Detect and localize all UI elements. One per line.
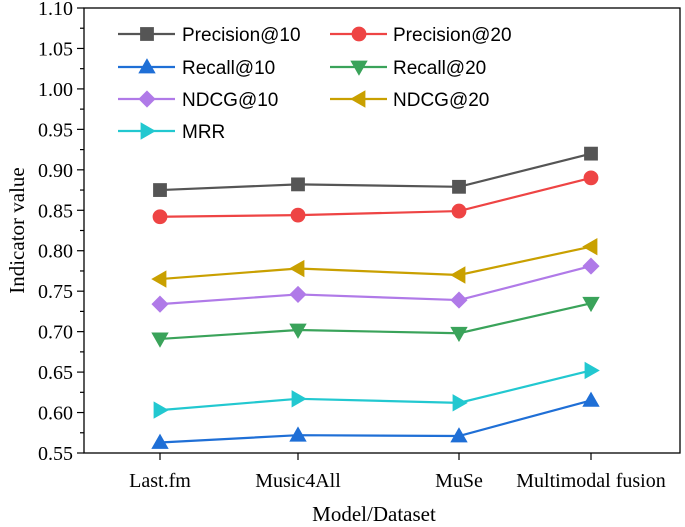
x-tick-label: Music4All [255,470,341,492]
series-line [159,245,592,281]
legend-marker [350,60,368,76]
series-precision-20 [152,170,599,225]
series-recall-10 [151,391,600,449]
series-line [159,176,592,218]
data-point [582,237,598,256]
data-point [289,323,307,339]
data-point [153,401,169,419]
legend-marker [138,58,156,74]
data-point [151,332,169,348]
series-precision-10 [153,146,598,197]
legend-label: Recall@20 [393,58,486,79]
data-point [291,177,305,192]
data-point [584,361,600,380]
legend-label: Recall@10 [182,58,275,79]
data-point [151,270,167,288]
y-tick-label: 1.10 [38,0,73,20]
legend-item: NDCG@20 [330,90,489,111]
legend-item: Precision@10 [118,25,301,46]
data-point [583,170,599,186]
data-point [152,209,168,225]
y-axis-title: Indicator value [5,167,29,294]
data-point [582,391,600,407]
legend-marker [140,122,156,140]
legend-marker [350,90,366,108]
data-point [289,259,305,278]
legend-marker [138,90,156,108]
data-point [452,179,466,194]
series-layer [151,146,600,449]
data-point [450,427,468,443]
y-tick-label: 0.75 [38,281,73,303]
y-tick-label: 1.00 [38,79,73,101]
y-tick-label: 0.70 [38,322,73,344]
data-point [450,266,466,284]
series-line [159,399,592,444]
y-tick-label: 0.90 [38,160,73,182]
y-tick-label: 0.65 [38,362,73,384]
legend-label: NDCG@20 [393,90,489,111]
data-point [289,426,307,442]
plot-frame [83,7,681,454]
y-tick-label: 1.05 [38,38,73,60]
legend-label: Precision@20 [393,25,512,46]
legend-label: Precision@10 [182,25,301,46]
series-line [159,152,592,192]
data-point [584,146,598,161]
series-ndcg-20 [151,237,598,288]
x-axis: Last.fm Music4All MuSe Multimodal fusion [129,453,666,492]
legend-marker [351,26,367,42]
legend-item: NDCG@10 [118,90,278,111]
y-tick-label: 0.80 [38,241,73,263]
y-tick-label: 0.55 [38,443,73,465]
data-point [450,291,468,309]
series-mrr [153,361,600,419]
series-recall-20 [151,296,600,348]
legend-item: Precision@20 [330,25,512,46]
data-point [582,296,600,313]
legend-label: NDCG@10 [182,90,278,111]
legend-label: MRR [182,122,225,143]
series-line [159,302,592,341]
data-point [451,203,467,219]
x-tick-label: Multimodal fusion [516,470,665,492]
legend-item: Recall@20 [330,58,486,79]
series-ndcg-10 [151,257,600,313]
x-tick-label: Last.fm [129,470,191,492]
data-point [582,257,600,275]
data-point [151,295,169,313]
legend-marker [140,27,154,41]
data-point [291,390,307,408]
y-tick-label: 0.85 [38,200,73,222]
y-axis: 0.55 0.60 0.65 0.70 0.75 0.80 0.85 0.90 0.95 1.00… [38,0,84,465]
plot-area [83,7,681,454]
series-line [159,265,592,306]
data-point [450,326,468,343]
legend-item: MRR [118,122,225,143]
data-point [151,433,169,449]
x-tick-label: MuSe [435,470,483,492]
y-tick-label: 0.60 [38,403,73,425]
data-point [153,183,167,197]
legend: Precision@10 Precision@20 Recall@10 Recall@… [118,25,512,143]
series-line [159,369,592,412]
data-point [289,285,307,303]
data-point [452,394,468,412]
data-point [290,207,306,223]
y-tick-label: 0.95 [38,119,73,141]
x-axis-title: Model/Dataset [312,502,436,526]
legend-item: Recall@10 [118,58,275,79]
